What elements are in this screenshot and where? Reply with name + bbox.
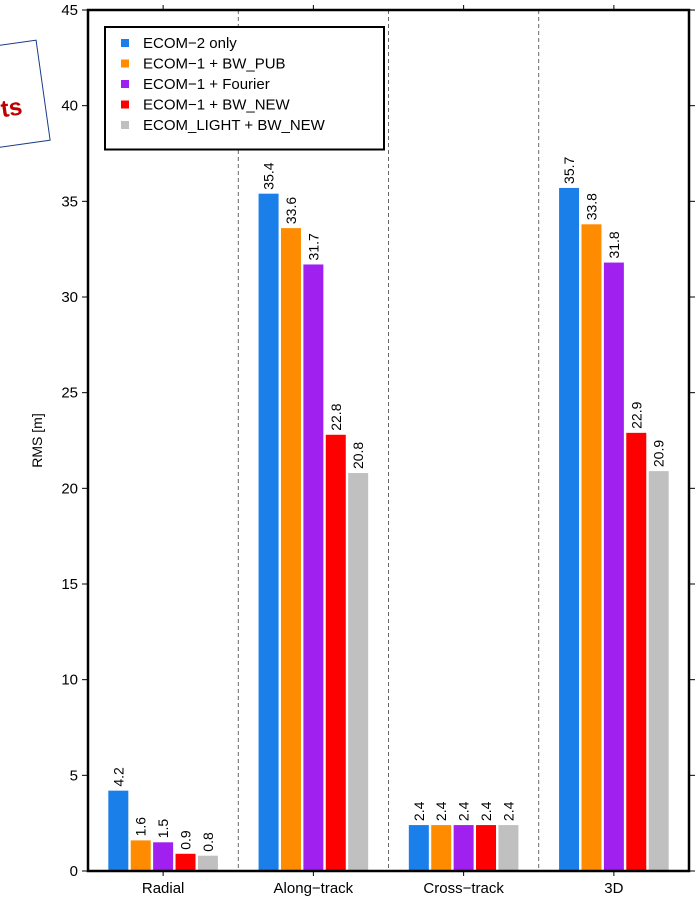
bar — [258, 193, 279, 871]
bar-value-label: 35.7 — [561, 156, 577, 183]
bar — [197, 855, 218, 871]
bar-value-label: 2.4 — [433, 801, 449, 821]
legend-entry: ECOM−2 only — [143, 35, 237, 52]
x-tick-label: 3D — [604, 880, 623, 897]
legend-swatch — [121, 80, 129, 88]
bar — [431, 825, 452, 871]
bar-value-label: 35.4 — [261, 162, 277, 189]
bar-value-label: 33.6 — [283, 197, 299, 224]
bar-value-label: 0.8 — [200, 832, 216, 852]
y-tick-label: 25 — [61, 385, 78, 402]
bar-value-label: 20.9 — [651, 440, 667, 467]
bar-value-label: 20.8 — [350, 442, 366, 469]
x-tick-label: Radial — [142, 880, 185, 897]
bar-value-label: 2.4 — [500, 801, 516, 821]
bar — [476, 825, 497, 871]
bar — [108, 790, 129, 871]
y-tick-label: 30 — [61, 289, 78, 306]
bar-value-label: 31.8 — [606, 231, 622, 258]
legend-entry: ECOM_LIGHT + BW_NEW — [143, 117, 326, 134]
legend-swatch — [121, 121, 129, 129]
bar — [626, 432, 647, 871]
y-tick-label: 40 — [61, 98, 78, 115]
bar-value-label: 2.4 — [478, 801, 494, 821]
bar — [453, 825, 474, 871]
bar-value-label: 2.4 — [411, 801, 427, 821]
legend: ECOM−2 only ECOM−1 + BW_PUB ECOM−1 + Fouri… — [104, 26, 385, 151]
legend-entry: ECOM−1 + Fourier — [143, 76, 270, 93]
bar — [280, 228, 301, 871]
bar-value-label: 0.9 — [178, 830, 194, 850]
bar — [325, 434, 346, 871]
y-tick-label: 20 — [61, 480, 78, 497]
x-tick-label: Cross−track — [423, 880, 504, 897]
y-tick-label: 5 — [70, 767, 78, 784]
y-tick-label: 35 — [61, 193, 78, 210]
bar — [348, 473, 369, 871]
legend-entry: ECOM−1 + BW_PUB — [143, 56, 286, 73]
y-tick-label: 0 — [70, 863, 78, 880]
bar-value-label: 2.4 — [456, 801, 472, 821]
bar-value-label: 31.7 — [305, 233, 321, 260]
bar — [303, 264, 324, 871]
bar-value-label: 4.2 — [110, 767, 126, 787]
bar-value-label: 22.8 — [328, 403, 344, 430]
bar — [175, 853, 196, 871]
y-tick-label: 10 — [61, 672, 78, 689]
bar-value-label: 1.5 — [155, 819, 171, 839]
legend-swatch — [121, 59, 129, 68]
legend-entry: ECOM−1 + BW_NEW — [143, 97, 291, 114]
bar — [153, 842, 174, 871]
bar — [559, 187, 580, 871]
bar-value-label: 22.9 — [628, 401, 644, 428]
bar — [130, 840, 151, 871]
y-tick-label: 45 — [61, 2, 78, 19]
y-axis-label: RMS [m] — [29, 413, 45, 467]
axes: Radial Along−track Cross−track 3D 0 5 10 15 20 25… — [61, 2, 695, 897]
x-tick-label: Along−track — [274, 880, 354, 897]
category-dividers — [237, 10, 540, 871]
legend-swatch — [121, 39, 129, 47]
legend-box — [104, 26, 385, 151]
legend-swatch — [121, 100, 129, 109]
y-tick-label: 15 — [61, 576, 78, 593]
bar — [603, 262, 624, 871]
bar — [498, 825, 519, 871]
plot-frame — [86, 8, 691, 873]
bar-value-label: 1.6 — [133, 817, 149, 837]
bar-value-label: 33.8 — [583, 193, 599, 220]
bar — [648, 471, 669, 871]
bar — [408, 825, 429, 871]
bars: 4.2 1.6 1.5 0.9 0.8 35.4 33.6 31.7 22.8 20.8 2.4 2.… — [108, 156, 669, 871]
bar — [581, 224, 602, 871]
